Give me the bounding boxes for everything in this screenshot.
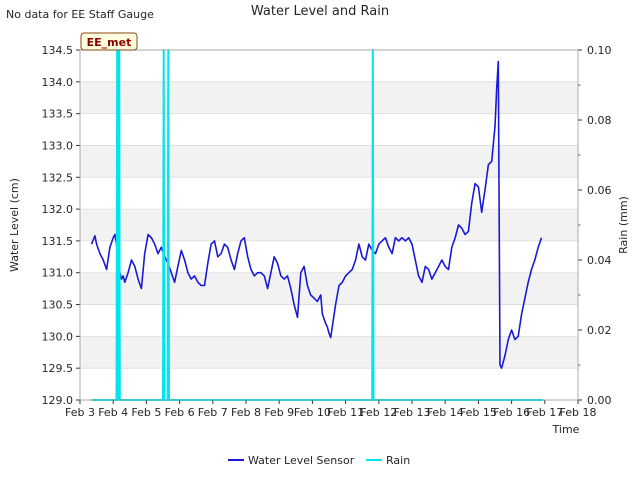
- legend-rain-label: Rain: [386, 454, 410, 467]
- x-tick-label: Feb 11: [327, 406, 364, 419]
- x-tick-label: Feb 13: [394, 406, 431, 419]
- x-tick-label: Feb 15: [460, 406, 497, 419]
- no-data-note: No data for EE Staff Gauge: [6, 8, 154, 21]
- background-bands: [80, 50, 578, 400]
- plot-frame: [79, 49, 579, 401]
- y-left-tick-label: 129.5: [42, 362, 74, 375]
- x-tick-label: Feb 9: [264, 406, 294, 419]
- legend: Water Level Sensor Rain: [228, 454, 410, 467]
- y-right-tick-label: 0.10: [587, 44, 612, 57]
- y-left-tick-label: 134.5: [42, 44, 74, 57]
- y-right-tick-label: 0.04: [587, 254, 612, 267]
- background-band: [80, 272, 578, 305]
- y-left-tick-label: 131.5: [42, 235, 74, 248]
- y-right-tick-label: 0.00: [587, 394, 612, 407]
- y-left-tick-label: 132.0: [42, 203, 74, 216]
- chart-title: Water Level and Rain: [251, 4, 389, 19]
- background-band: [80, 209, 578, 241]
- y-left-tick-label: 133.0: [42, 139, 74, 152]
- x-tick-label: Feb 4: [98, 406, 128, 419]
- x-tick-label: Feb 8: [231, 406, 261, 419]
- y-left-tick-label: 130.5: [42, 299, 74, 312]
- x-tick-label: Feb 6: [165, 406, 195, 419]
- y-axis-left-label: Water Level (cm): [8, 178, 21, 272]
- x-tick-label: Feb 17: [526, 406, 563, 419]
- y-axis-right-label: Rain (mm): [617, 196, 630, 254]
- x-tick-label: Feb 14: [427, 406, 464, 419]
- x-tick-label: Feb 3: [65, 406, 95, 419]
- x-tick-label: Feb 16: [493, 406, 530, 419]
- y-left-tick-label: 133.5: [42, 108, 74, 121]
- background-band: [80, 81, 578, 114]
- y-left-tick-label: 129.0: [42, 394, 74, 407]
- station-badge: EE_met: [80, 32, 138, 51]
- x-tick-label: Feb 10: [294, 406, 331, 419]
- water-level-series-line: [90, 60, 543, 370]
- rain-series-line: [91, 49, 544, 401]
- y-right-tick-label: 0.06: [587, 184, 612, 197]
- series-layer: [90, 49, 544, 401]
- y-left-tick-label: 134.0: [42, 76, 74, 89]
- y-right-tick-label: 0.08: [587, 114, 612, 127]
- x-tick-label: Feb 12: [360, 406, 397, 419]
- x-tick-label: Feb 5: [131, 406, 161, 419]
- x-axis-label: Time: [552, 423, 580, 436]
- x-tick-label: Feb 7: [198, 406, 228, 419]
- y-left-tick-label: 132.5: [42, 171, 74, 184]
- legend-water-label: Water Level Sensor: [248, 454, 355, 467]
- y-right-tick-label: 0.02: [587, 324, 612, 337]
- background-band: [80, 145, 578, 178]
- station-badge-box: [80, 32, 138, 51]
- station-badge-label: EE_met: [87, 36, 132, 49]
- x-tick-label: Feb 18: [560, 406, 597, 419]
- axes: 129.0 129.5 130.0 130.5 131.0 131.5 132.0 132.5…: [42, 44, 612, 419]
- y-left-tick-label: 131.0: [42, 267, 74, 280]
- y-left-tick-label: 130.0: [42, 330, 74, 343]
